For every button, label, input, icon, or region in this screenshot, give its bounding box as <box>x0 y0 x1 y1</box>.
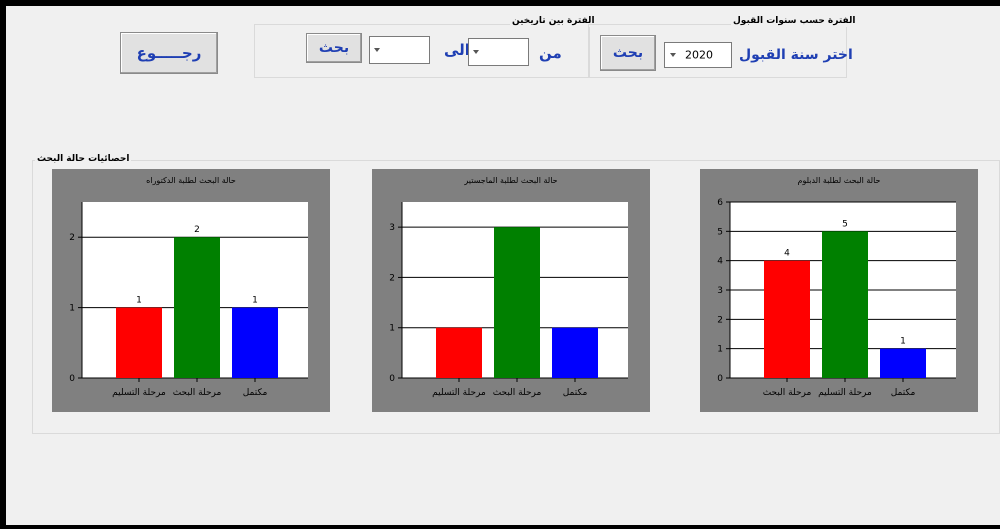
bar <box>552 327 598 378</box>
bar-value-label: 1 <box>136 296 142 306</box>
bar <box>822 231 868 378</box>
bar <box>232 307 278 378</box>
category-label: مرحلة التسليم <box>432 388 486 398</box>
back-button[interactable]: رجـــــوع <box>120 32 218 74</box>
phd-chart-panel: حالة البحث لطلبة الدكتوراه 0 1 2 1 مرحلة الت… <box>52 169 330 412</box>
bar-value-label: 4 <box>784 249 790 259</box>
category-label: مكتمل <box>243 388 268 398</box>
admission-year-dropdown[interactable]: 2020 <box>664 42 732 68</box>
chevron-down-icon <box>473 50 479 54</box>
admission-year-label: اختر سنة القبول <box>739 47 853 63</box>
date-range-group-title: الفترة بين تاريخين <box>510 16 597 27</box>
year-filter-group-title: الفترة حسب سنوات القبول <box>731 16 858 27</box>
y-tick-label: 1 <box>389 324 395 334</box>
y-tick-label: 3 <box>717 286 723 296</box>
date-to-label: الى <box>444 41 470 59</box>
bar <box>880 348 926 378</box>
date-from-label: من <box>539 44 562 62</box>
phd-chart-title: حالة البحث لطلبة الدكتوراه <box>146 176 236 185</box>
chevron-down-icon <box>374 48 380 52</box>
main-window: رجـــــوع الفترة بين تاريخين بحث الى من … <box>6 6 1000 525</box>
category-label: مكتمل <box>891 388 916 398</box>
bar <box>436 327 482 378</box>
phd-chart: 0 1 2 1 مرحلة التسليم 2 مرحلة البحث 1 مكتمل <box>69 202 308 398</box>
diploma-chart-panel: حالة البحث لطلبة الدبلوم 0 1 2 3 4 5 6 4 مرحلة ا… <box>700 169 978 412</box>
category-label: مرحلة البحث <box>173 388 222 398</box>
bar <box>764 260 810 378</box>
y-tick-label: 0 <box>717 374 723 384</box>
chevron-down-icon <box>670 53 676 57</box>
y-tick-label: 1 <box>69 304 75 314</box>
y-tick-label: 2 <box>717 315 723 325</box>
masters-chart-panel: حالة البحث لطلبة الماجستير 0 1 2 3 مرحلة الت… <box>372 169 650 412</box>
diploma-chart: 0 1 2 3 4 5 6 4 مرحلة البحث 5 مرحلة التسليم 1 مكتمل <box>717 198 956 398</box>
category-label: مرحلة التسليم <box>112 388 166 398</box>
bar-value-label: 1 <box>252 296 258 306</box>
date-range-search-button[interactable]: بحث <box>306 33 362 63</box>
date-range-group <box>254 24 590 78</box>
y-tick-label: 3 <box>389 223 395 233</box>
year-filter-group <box>588 24 847 78</box>
bar-value-label: 5 <box>842 219 848 229</box>
masters-chart-title: حالة البحث لطلبة الماجستير <box>464 176 558 185</box>
diploma-chart-title: حالة البحث لطلبة الدبلوم <box>797 176 881 185</box>
bar <box>174 237 220 378</box>
y-tick-label: 4 <box>717 257 723 267</box>
date-to-dropdown[interactable] <box>369 36 430 64</box>
bar <box>116 307 162 378</box>
y-tick-label: 1 <box>717 345 723 355</box>
masters-chart: 0 1 2 3 مرحلة التسليم مرحلة البحث مكتمل <box>389 202 628 398</box>
category-label: مرحلة البحث <box>763 388 812 398</box>
stats-group-title: احصائيات حالة البحث <box>35 154 132 165</box>
y-tick-label: 2 <box>389 273 395 283</box>
category-label: مكتمل <box>563 388 588 398</box>
y-tick-label: 5 <box>717 227 723 237</box>
y-tick-label: 6 <box>717 198 723 208</box>
category-label: مرحلة البحث <box>493 388 542 398</box>
bar-value-label: 2 <box>194 225 200 235</box>
y-tick-label: 2 <box>69 233 75 243</box>
bar-value-label: 1 <box>900 337 906 347</box>
bar <box>494 227 540 378</box>
y-tick-label: 0 <box>69 374 75 384</box>
year-search-button[interactable]: بحث <box>600 35 656 71</box>
date-from-dropdown[interactable] <box>468 38 529 66</box>
y-tick-label: 0 <box>389 374 395 384</box>
category-label: مرحلة التسليم <box>818 388 872 398</box>
